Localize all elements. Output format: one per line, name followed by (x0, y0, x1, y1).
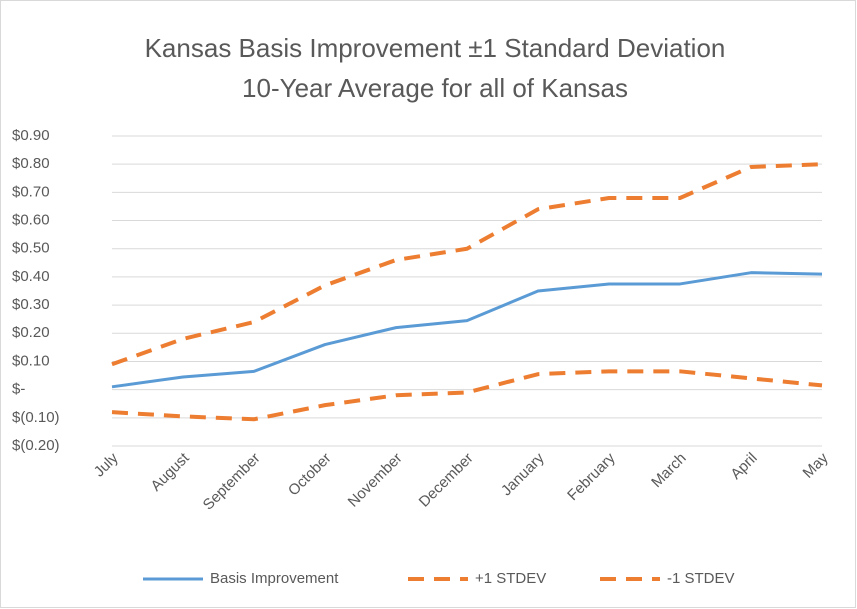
series-line (111, 369, 823, 422)
y-tick-label: $(0.10) (12, 409, 60, 426)
y-tick-label: $0.60 (12, 212, 50, 229)
y-tick-label: $0.20 (12, 324, 50, 341)
legend-label: +1 STDEV (475, 570, 546, 587)
y-tick-label: $0.80 (12, 155, 50, 172)
y-tick-label: $- (12, 381, 25, 398)
y-tick-label: $0.70 (12, 183, 50, 200)
y-tick-label: $0.40 (12, 268, 50, 285)
legend-label: -1 STDEV (667, 570, 735, 587)
series-line (111, 271, 823, 389)
y-tick-label: $0.10 (12, 352, 50, 369)
y-tick-label: $(0.20) (12, 437, 60, 454)
series-line (111, 162, 823, 367)
y-tick-label: $0.90 (12, 127, 50, 144)
y-tick-label: $0.50 (12, 240, 50, 257)
chart-title: Kansas Basis Improvement ±1 Standard Dev… (145, 33, 726, 63)
y-tick-label: $0.30 (12, 296, 50, 313)
legend-label: Basis Improvement (210, 570, 339, 587)
chart-subtitle: 10-Year Average for all of Kansas (242, 73, 628, 103)
